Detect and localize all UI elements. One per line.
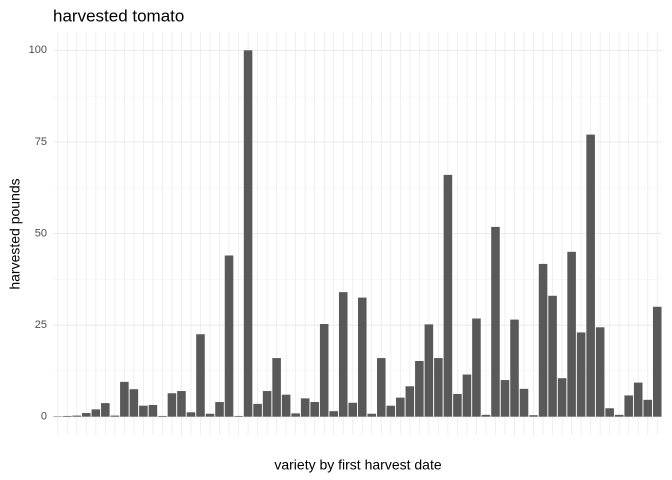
bar (567, 251, 576, 417)
y-tick-label: 50 (35, 227, 47, 239)
bar (443, 174, 453, 417)
bar (386, 405, 396, 417)
bar (510, 319, 519, 417)
bar (291, 413, 300, 417)
bar (120, 381, 129, 417)
bar (481, 414, 491, 417)
bar (148, 404, 158, 417)
bar (586, 134, 595, 417)
bar (91, 409, 101, 417)
bar (300, 398, 310, 417)
bar (576, 332, 586, 417)
bar (491, 226, 500, 417)
bar (605, 408, 614, 417)
bar (500, 380, 510, 417)
bar (538, 263, 548, 417)
bar (434, 358, 443, 417)
bar (281, 394, 291, 417)
bar (167, 393, 177, 417)
bar (62, 415, 72, 417)
bar (101, 403, 110, 417)
bar (348, 402, 358, 417)
bar (377, 358, 386, 417)
bar (72, 415, 82, 417)
bar (205, 413, 215, 417)
bar (158, 415, 167, 417)
y-tick-label: 0 (41, 411, 47, 423)
bar (453, 393, 462, 417)
bar (272, 358, 281, 417)
bar (196, 334, 205, 417)
bar (643, 399, 653, 417)
bar (215, 402, 224, 417)
bar (396, 397, 405, 417)
bar (614, 414, 624, 417)
bar (129, 389, 139, 417)
bar (472, 318, 481, 417)
bar (548, 295, 557, 417)
bar (243, 50, 253, 417)
y-tick-label: 75 (35, 136, 47, 148)
bar (595, 327, 605, 417)
bar (224, 255, 234, 417)
bar (367, 413, 377, 417)
y-tick-label: 25 (35, 319, 47, 331)
bar (329, 411, 338, 417)
bar (462, 374, 472, 417)
bar (529, 415, 538, 417)
bar (82, 413, 91, 417)
bar (139, 405, 148, 417)
bar (186, 412, 196, 417)
bar (177, 391, 186, 417)
bar (338, 292, 348, 417)
bar (424, 324, 434, 417)
bar (519, 388, 529, 417)
bar (557, 378, 567, 417)
bar (110, 415, 120, 417)
bar (357, 297, 367, 417)
bar (262, 391, 272, 417)
bar (253, 403, 262, 417)
chart-title: harvested tomato (53, 6, 184, 25)
bar (633, 382, 643, 417)
bar (234, 415, 243, 417)
x-axis-label: variety by first harvest date (274, 457, 442, 473)
y-axis-label: harvested pounds (7, 178, 23, 289)
bar (652, 306, 662, 417)
bar (624, 395, 633, 417)
bar (319, 323, 329, 417)
bar (405, 386, 415, 417)
bar (415, 360, 424, 417)
bar (310, 402, 319, 417)
y-tick-label: 100 (29, 44, 47, 56)
